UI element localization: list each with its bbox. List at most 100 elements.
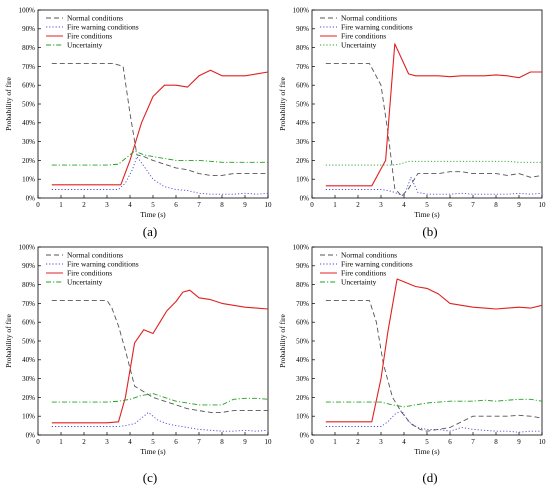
x-tick-label: 8	[494, 438, 498, 446]
series-line-uncertainty	[325, 160, 542, 166]
series-line-fire-conditions	[51, 289, 269, 424]
x-tick-label: 9	[243, 438, 247, 446]
y-tick-label: 0%	[300, 431, 310, 439]
y-tick-label: 10%	[296, 413, 309, 421]
x-tick-label: 4	[128, 201, 132, 209]
x-tick-label: 4	[128, 438, 132, 446]
x-tick-label: 1	[333, 438, 337, 446]
x-tick-label: 9	[517, 201, 521, 209]
legend-label: Uncertainty	[67, 278, 103, 287]
legend-label: Fire conditions	[67, 269, 112, 278]
x-tick-label: 2	[82, 201, 86, 209]
x-tick-label: 10	[265, 438, 273, 446]
x-tick-label: 0	[310, 201, 314, 209]
legend-label: Fire warning conditions	[67, 260, 139, 269]
y-tick-label: 40%	[296, 119, 309, 127]
y-tick-label: 70%	[296, 300, 309, 308]
x-tick-label: 8	[494, 201, 498, 209]
panel-label: (a)	[143, 224, 157, 239]
x-axis-label: Time (s)	[414, 210, 440, 219]
y-tick-label: 20%	[22, 394, 35, 402]
x-tick-label: 10	[539, 201, 547, 209]
series-line-fire-conditions	[51, 69, 269, 186]
y-tick-label: 70%	[296, 63, 309, 71]
y-tick-label: 90%	[22, 25, 35, 33]
y-tick-label: 60%	[22, 319, 35, 327]
legend-label: Fire warning conditions	[341, 23, 413, 32]
x-tick-label: 1	[59, 201, 63, 209]
y-tick-label: 0%	[26, 431, 36, 439]
x-tick-label: 5	[425, 438, 429, 446]
chart-panel-3: 0% 10% 20% 30% 40% 50% 60% 70% 80% 90% 100% 0 1 2 3 4 5 6…	[4, 243, 272, 485]
legend-label: Normal conditions	[341, 14, 397, 23]
y-tick-label: 20%	[22, 157, 35, 165]
x-tick-label: 5	[151, 438, 155, 446]
x-axis-label: Time (s)	[140, 210, 166, 219]
x-tick-label: 0	[36, 438, 40, 446]
x-tick-label: 6	[174, 201, 178, 209]
series-line-normal-conditions	[51, 300, 268, 413]
x-tick-label: 7	[197, 438, 201, 446]
x-tick-label: 6	[448, 201, 452, 209]
x-tick-label: 7	[471, 438, 475, 446]
x-tick-label: 7	[471, 201, 475, 209]
x-tick-label: 3	[105, 438, 109, 446]
x-tick-label: 7	[197, 201, 201, 209]
y-tick-label: 60%	[296, 319, 309, 327]
y-axis-label: Probability of fire	[278, 76, 287, 130]
x-tick-label: 8	[220, 201, 224, 209]
x-axis-label: Time (s)	[414, 447, 440, 456]
y-tick-label: 50%	[22, 337, 35, 345]
y-tick-label: 60%	[22, 82, 35, 90]
y-tick-label: 70%	[22, 63, 35, 71]
x-tick-label: 0	[36, 201, 40, 209]
series-line-fire-conditions	[325, 43, 542, 187]
x-tick-label: 1	[333, 201, 337, 209]
x-tick-label: 6	[448, 438, 452, 446]
series-line-normal-conditions	[325, 300, 543, 432]
x-tick-label: 5	[425, 201, 429, 209]
y-tick-label: 100%	[293, 243, 310, 251]
series-line-uncertainty	[51, 393, 269, 406]
series-line-uncertainty	[325, 398, 543, 408]
y-tick-label: 50%	[296, 100, 309, 108]
y-tick-label: 30%	[296, 138, 309, 146]
series-line-normal-conditions	[325, 63, 543, 197]
series-line-normal-conditions	[51, 63, 268, 176]
x-axis-label: Time (s)	[140, 447, 166, 456]
y-tick-label: 0%	[300, 194, 310, 202]
legend-label: Uncertainty	[67, 41, 103, 50]
legend-label: Normal conditions	[67, 14, 123, 23]
x-tick-label: 4	[402, 438, 406, 446]
y-tick-label: 30%	[22, 138, 35, 146]
x-tick-label: 10	[265, 201, 273, 209]
y-tick-label: 10%	[296, 176, 309, 184]
y-tick-label: 90%	[22, 262, 35, 270]
legend-label: Uncertainty	[341, 278, 377, 287]
x-tick-label: 0	[310, 438, 314, 446]
y-axis-label: Probability of fire	[4, 76, 13, 130]
x-tick-label: 2	[356, 201, 360, 209]
series-line-fire-conditions	[325, 278, 543, 423]
x-tick-label: 3	[105, 201, 109, 209]
y-tick-label: 30%	[22, 375, 35, 383]
x-tick-label: 8	[220, 438, 224, 446]
x-tick-label: 5	[151, 201, 155, 209]
x-tick-label: 9	[517, 438, 521, 446]
y-tick-label: 80%	[296, 44, 309, 52]
panel-label: (b)	[422, 224, 437, 239]
y-tick-label: 80%	[296, 281, 309, 289]
y-tick-label: 40%	[296, 356, 309, 364]
y-tick-label: 10%	[22, 413, 35, 421]
y-tick-label: 100%	[293, 6, 310, 14]
legend-label: Fire conditions	[67, 32, 112, 41]
x-tick-label: 9	[243, 201, 247, 209]
y-axis-label: Probability of fire	[278, 313, 287, 367]
y-tick-label: 70%	[22, 300, 35, 308]
y-tick-label: 50%	[296, 337, 309, 345]
panel-label: (d)	[422, 470, 437, 485]
x-tick-label: 2	[82, 438, 86, 446]
y-tick-label: 0%	[26, 194, 36, 202]
